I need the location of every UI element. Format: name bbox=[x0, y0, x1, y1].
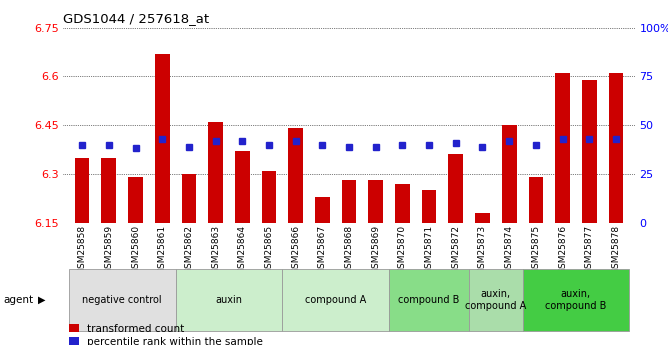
Bar bbox=[448, 154, 463, 223]
Bar bbox=[528, 177, 543, 223]
Text: GSM25859: GSM25859 bbox=[104, 225, 114, 274]
Text: GSM25872: GSM25872 bbox=[452, 225, 460, 274]
Text: GSM25865: GSM25865 bbox=[265, 225, 273, 274]
Bar bbox=[422, 190, 436, 223]
Text: GSM25864: GSM25864 bbox=[238, 225, 246, 274]
Text: GSM25858: GSM25858 bbox=[77, 225, 87, 274]
Bar bbox=[102, 158, 116, 223]
Bar bbox=[315, 197, 330, 223]
Bar bbox=[208, 122, 223, 223]
Bar bbox=[176, 269, 283, 331]
Text: negative control: negative control bbox=[82, 295, 162, 305]
Bar bbox=[128, 177, 143, 223]
Text: auxin,
compound B: auxin, compound B bbox=[545, 289, 607, 311]
Bar bbox=[262, 170, 277, 223]
Bar bbox=[522, 269, 629, 331]
Text: GSM25871: GSM25871 bbox=[425, 225, 434, 274]
Text: GSM25862: GSM25862 bbox=[184, 225, 194, 274]
Text: GSM25863: GSM25863 bbox=[211, 225, 220, 274]
Bar bbox=[469, 269, 522, 331]
Bar bbox=[235, 151, 250, 223]
Text: agent: agent bbox=[3, 295, 33, 305]
Legend: transformed count, percentile rank within the sample: transformed count, percentile rank withi… bbox=[69, 324, 263, 345]
Text: GSM25874: GSM25874 bbox=[504, 225, 514, 274]
Bar bbox=[502, 125, 516, 223]
Bar bbox=[75, 158, 90, 223]
Text: GSM25860: GSM25860 bbox=[131, 225, 140, 274]
Bar bbox=[182, 174, 196, 223]
Text: GSM25875: GSM25875 bbox=[531, 225, 540, 274]
Text: GSM25869: GSM25869 bbox=[371, 225, 380, 274]
Text: GDS1044 / 257618_at: GDS1044 / 257618_at bbox=[63, 12, 210, 25]
Bar bbox=[289, 128, 303, 223]
Bar bbox=[389, 269, 469, 331]
Bar bbox=[342, 180, 356, 223]
Text: compound A: compound A bbox=[305, 295, 366, 305]
Bar bbox=[582, 80, 597, 223]
Text: GSM25866: GSM25866 bbox=[291, 225, 300, 274]
Bar bbox=[609, 73, 623, 223]
Bar bbox=[395, 184, 409, 223]
Bar bbox=[155, 53, 170, 223]
Text: GSM25861: GSM25861 bbox=[158, 225, 167, 274]
Bar bbox=[368, 180, 383, 223]
Text: ▶: ▶ bbox=[38, 295, 45, 305]
Bar bbox=[283, 269, 389, 331]
Bar bbox=[555, 73, 570, 223]
Text: GSM25870: GSM25870 bbox=[398, 225, 407, 274]
Text: GSM25876: GSM25876 bbox=[558, 225, 567, 274]
Text: compound B: compound B bbox=[398, 295, 460, 305]
Text: GSM25877: GSM25877 bbox=[584, 225, 594, 274]
Bar bbox=[69, 269, 176, 331]
Text: GSM25868: GSM25868 bbox=[345, 225, 353, 274]
Text: auxin,
compound A: auxin, compound A bbox=[465, 289, 526, 311]
Text: GSM25878: GSM25878 bbox=[611, 225, 621, 274]
Text: GSM25873: GSM25873 bbox=[478, 225, 487, 274]
Text: GSM25867: GSM25867 bbox=[318, 225, 327, 274]
Bar bbox=[475, 213, 490, 223]
Text: auxin: auxin bbox=[216, 295, 242, 305]
